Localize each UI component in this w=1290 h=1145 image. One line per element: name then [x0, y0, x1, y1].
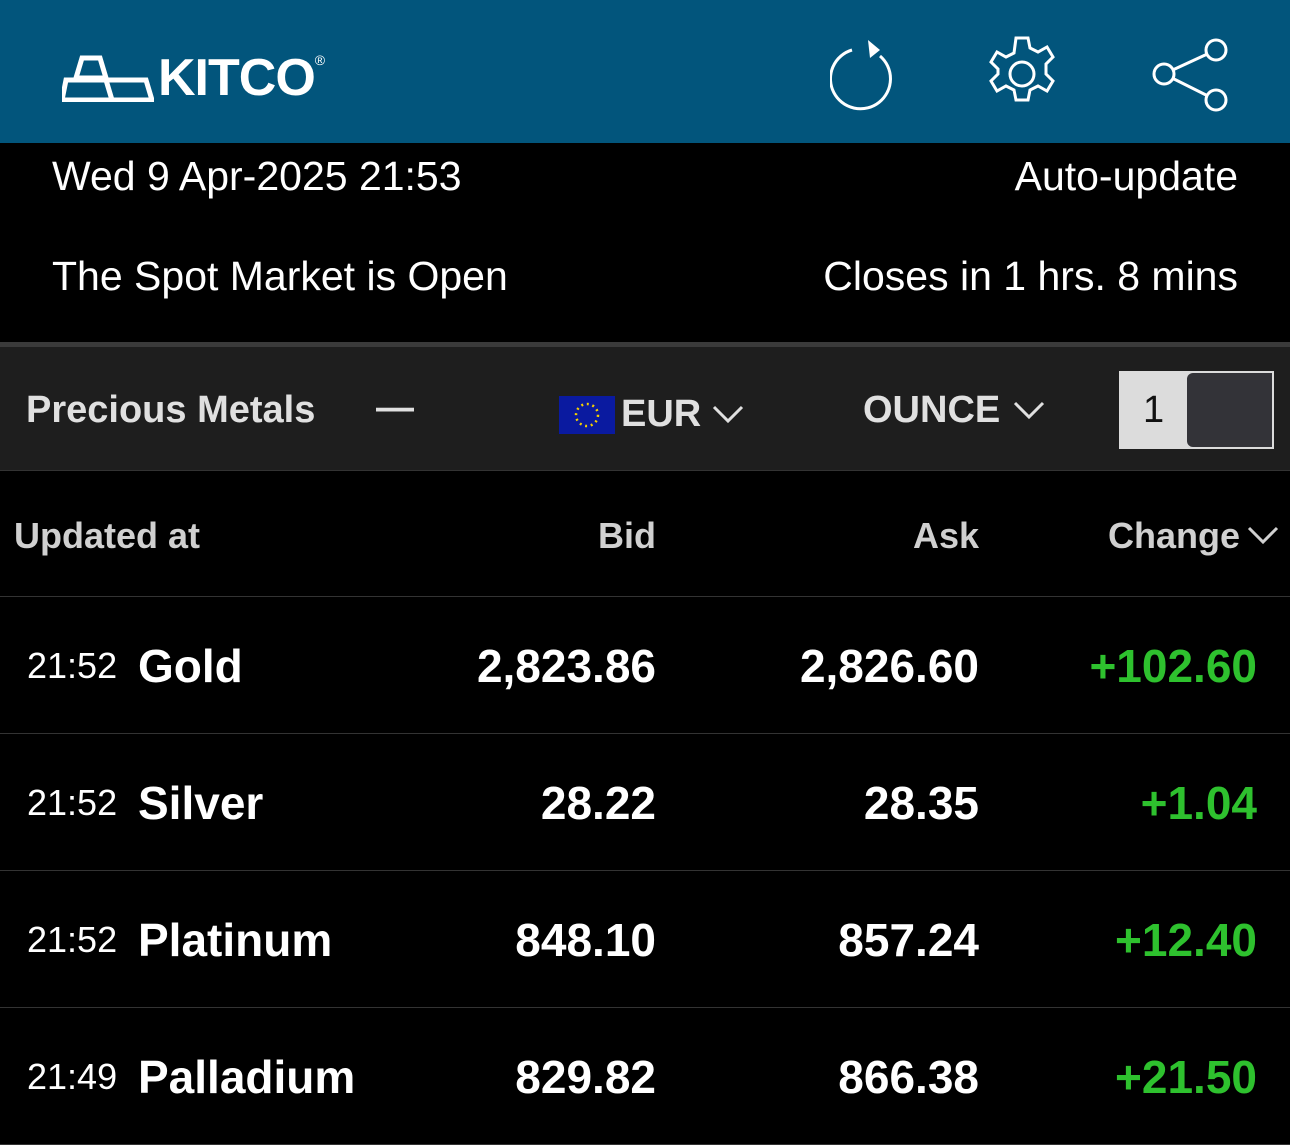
- updated-time: 21:49: [27, 1056, 118, 1097]
- change-value: +21.50: [1115, 1051, 1257, 1103]
- bid-price: 829.82: [515, 1051, 656, 1103]
- chevron-down-icon: [1247, 526, 1279, 545]
- market-status: The Spot Market is Open: [52, 253, 508, 299]
- toggle-track: [1187, 373, 1272, 447]
- change-value: +1.04: [1140, 777, 1257, 829]
- currency-dropdown[interactable]: EUR: [559, 393, 745, 436]
- metal-name: Platinum: [138, 914, 333, 966]
- metal-name: Palladium: [138, 1051, 356, 1103]
- divider: [0, 342, 1290, 347]
- table-row[interactable]: 21:52 Silver 28.22 28.35 +1.04: [0, 734, 1290, 871]
- datetime: Wed 9 Apr-2025 21:53: [52, 153, 462, 199]
- table-row[interactable]: 21:52 Platinum 848.10 857.24 +12.40: [0, 871, 1290, 1008]
- change-value: +102.60: [1089, 640, 1257, 692]
- metal-name: Silver: [138, 777, 264, 829]
- updated-time: 21:52: [27, 919, 118, 960]
- closes-in: Closes in 1 hrs. 8 mins: [823, 253, 1238, 299]
- updated-time: 21:52: [27, 782, 118, 823]
- toolbar: Precious Metals — EUR OUNCE 1: [0, 347, 1290, 471]
- collapse-button[interactable]: —: [376, 387, 414, 429]
- table-row[interactable]: 21:52 Gold 2,823.86 2,826.60 +102.60: [0, 597, 1290, 734]
- unit-dropdown[interactable]: OUNCE: [863, 389, 1046, 432]
- col-bid: Bid: [598, 515, 656, 556]
- col-change-sort[interactable]: Change: [1108, 515, 1280, 557]
- gear-icon[interactable]: [985, 36, 1059, 112]
- bid-price: 28.22: [540, 777, 656, 829]
- updated-time: 21:52: [27, 645, 118, 686]
- category-label[interactable]: Precious Metals: [26, 389, 316, 431]
- market-info: Wed 9 Apr-2025 21:53 Auto-update The Spo…: [0, 143, 1290, 342]
- gold-bars-icon: [62, 55, 154, 102]
- logo-text: KITCO: [158, 49, 316, 107]
- kitco-logo: KITCO ®: [62, 48, 325, 108]
- ask-price: 2,826.60: [799, 640, 979, 692]
- col-updated: Updated at: [14, 515, 201, 556]
- refresh-icon[interactable]: [830, 36, 902, 112]
- currency-value: EUR: [621, 393, 702, 435]
- ask-price: 857.24: [838, 914, 979, 966]
- auto-update-label[interactable]: Auto-update: [1014, 153, 1238, 199]
- ask-price: 866.38: [838, 1051, 979, 1103]
- col-ask: Ask: [912, 515, 979, 556]
- table-row[interactable]: 21:49 Palladium 829.82 866.38 +21.50: [0, 1008, 1290, 1145]
- change-value: +12.40: [1115, 914, 1257, 966]
- quantity-toggle[interactable]: 1: [1119, 371, 1274, 449]
- metal-name: Gold: [138, 640, 243, 692]
- ask-price: 28.35: [863, 777, 979, 829]
- bid-price: 848.10: [515, 914, 656, 966]
- registered-mark: ®: [314, 52, 326, 68]
- eu-flag-icon: [559, 395, 615, 434]
- column-headers: Updated at Bid Ask Change: [0, 471, 1290, 597]
- chevron-down-icon: [713, 405, 744, 423]
- unit-value: OUNCE: [863, 389, 1001, 431]
- app-header: KITCO ®: [0, 0, 1290, 143]
- chevron-down-icon: [1014, 401, 1045, 419]
- bid-price: 2,823.86: [476, 640, 656, 692]
- share-icon[interactable]: [1150, 36, 1232, 114]
- toggle-value: 1: [1143, 389, 1165, 431]
- price-table: 21:52 Gold 2,823.86 2,826.60 +102.60 21:…: [0, 597, 1290, 1145]
- col-change: Change: [1107, 515, 1240, 556]
